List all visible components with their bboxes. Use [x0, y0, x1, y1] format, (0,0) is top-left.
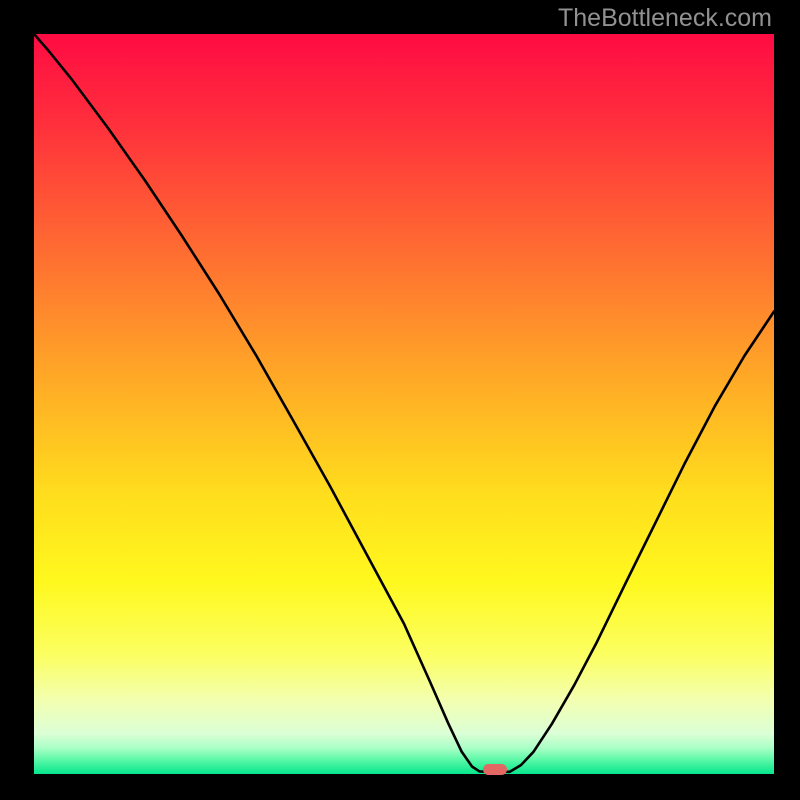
bottleneck-curve — [34, 34, 774, 774]
chart-canvas: TheBottleneck.com — [0, 0, 800, 800]
plot-area — [34, 34, 774, 774]
floor-marker — [483, 764, 507, 775]
watermark-text: TheBottleneck.com — [558, 4, 772, 33]
